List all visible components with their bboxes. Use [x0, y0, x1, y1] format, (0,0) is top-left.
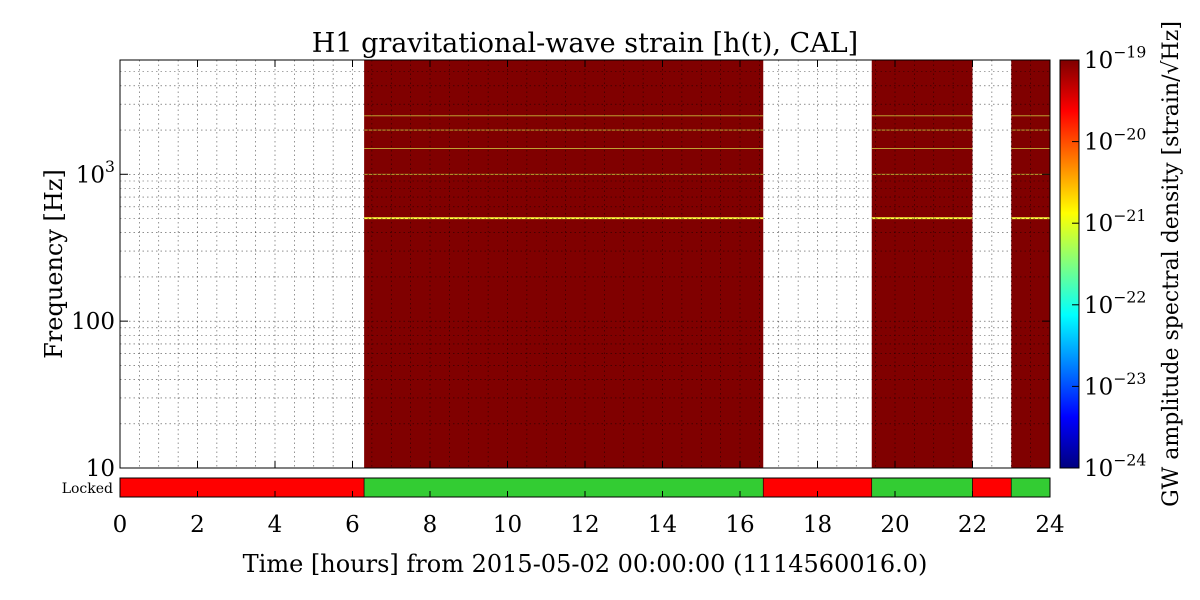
state-segment-on — [871, 477, 973, 498]
y-axis-label: Frequency [Hz] — [40, 169, 68, 359]
plot-area: 10 100 103 — [71, 59, 1051, 482]
x-tick-label: 2 — [190, 512, 205, 538]
y-tick-label: 103 — [76, 157, 115, 188]
state-bar: Locked — [62, 477, 1051, 498]
x-tick-label: 18 — [803, 512, 832, 538]
spectrogram-segments — [364, 60, 1050, 468]
x-tick-label: 16 — [725, 512, 754, 538]
x-tick-label: 6 — [345, 512, 360, 538]
x-axis-label: Time [hours] from 2015-05-02 00:00:00 (1… — [243, 550, 928, 578]
colorbar-ticks: 10−19 10−20 10−21 10−22 10−23 10−24 — [1072, 43, 1146, 482]
spectrogram-segment — [871, 60, 973, 468]
plot-frame — [119, 59, 1051, 469]
state-bar-label: Locked — [62, 481, 113, 497]
state-segment-off — [972, 477, 1012, 498]
x-tick-label: 14 — [648, 512, 677, 538]
x-tick-label: 10 — [493, 512, 522, 538]
y-tick-labels: 10 100 103 — [71, 157, 115, 482]
grid-lines — [120, 60, 1050, 468]
colorbar-tick-label: 10−23 — [1084, 369, 1146, 400]
state-segment-on — [363, 477, 764, 498]
state-segment-on — [1010, 477, 1051, 498]
x-tick-label: 24 — [1035, 512, 1064, 538]
chart-title: H1 gravitational-wave strain [h(t), CAL] — [312, 28, 858, 59]
colorbar-label: GW amplitude spectral density [strain/√H… — [1159, 21, 1184, 507]
colorbar-tick-label: 10−21 — [1084, 206, 1146, 237]
x-tick-label: 20 — [880, 512, 909, 538]
colorbar-tick-label: 10−22 — [1084, 287, 1146, 318]
colorbar-tick-label: 10−19 — [1084, 43, 1146, 74]
colorbar: 10−19 10−20 10−21 10−22 10−23 10−24 GW amplit… — [1059, 21, 1184, 507]
spectrogram-segment — [364, 60, 764, 468]
x-tick-labels: 0 2 4 6 8 10 12 14 16 18 20 22 24 — [113, 491, 1065, 538]
colorbar-tick-label: 10−24 — [1084, 451, 1146, 482]
x-tick-label: 0 — [113, 512, 128, 538]
x-tick-label: 12 — [570, 512, 599, 538]
y-tick-label: 10 — [86, 456, 115, 482]
x-tick-label: 8 — [423, 512, 438, 538]
state-segment-off — [119, 477, 365, 498]
x-tick-label: 22 — [958, 512, 987, 538]
y-tick-label: 100 — [71, 309, 115, 335]
x-tick-label: 4 — [268, 512, 283, 538]
colorbar-tick-label: 10−20 — [1084, 124, 1146, 155]
colorbar-gradient — [1059, 59, 1080, 469]
state-segments — [119, 477, 1051, 498]
